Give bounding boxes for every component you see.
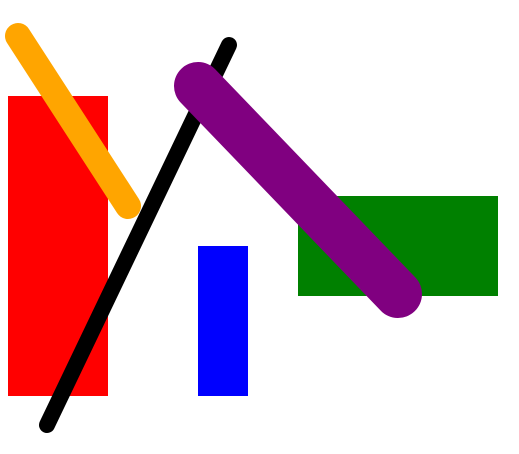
purple-stroke <box>174 62 422 318</box>
blue-rectangle <box>198 246 248 396</box>
orange-stroke <box>5 23 141 219</box>
